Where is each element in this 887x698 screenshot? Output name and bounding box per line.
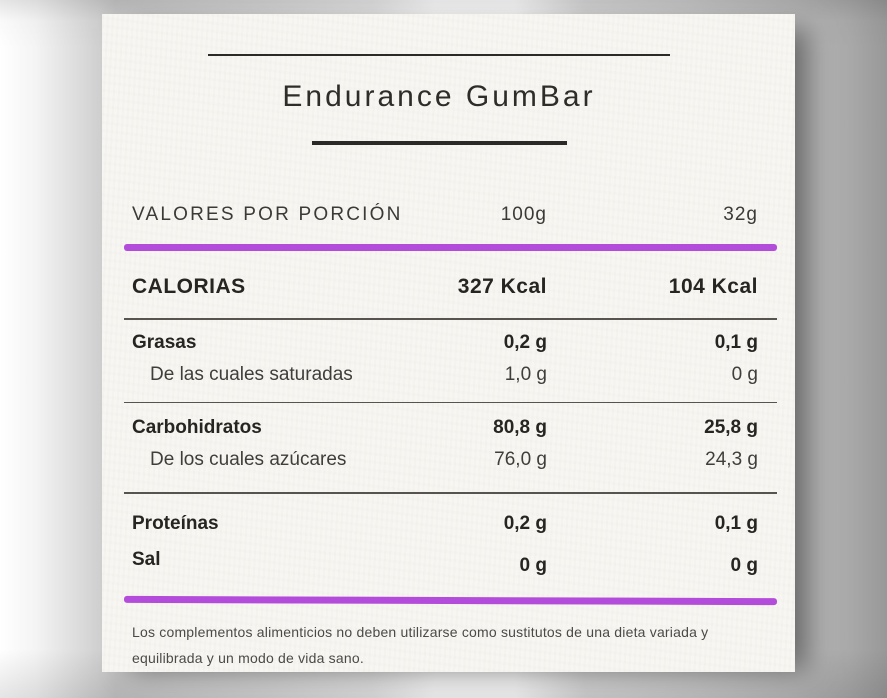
title-block: Endurance GumBar (208, 54, 670, 145)
value-32g: 0,1 g (714, 331, 758, 353)
accent-rule-top (124, 244, 777, 251)
value-100g: 1,0 g (504, 363, 547, 385)
value-100g: 76,0 g (494, 449, 547, 470)
column-header-100g: 100g (500, 204, 547, 225)
value-100g: 0,2 g (503, 331, 547, 353)
row-fat: Grasas 0,2 g 0,1 g (124, 329, 777, 357)
value-32g: 104 Kcal (668, 275, 758, 298)
table-header-row: VALORES POR PORCIÓN 100g 32g (124, 201, 777, 229)
row-protein: Proteínas 0,2 g 0,1 g (124, 510, 777, 538)
value-32g: 0,1 g (714, 512, 758, 534)
row-carbohydrates: Carbohidratos 80,8 g 25,8 g (124, 414, 777, 442)
section-divider (124, 401, 777, 403)
value-100g: 0 g (519, 554, 547, 576)
disclaimer-text: Los complementos alimenticios no deben u… (132, 623, 709, 666)
product-title: Endurance GumBar (282, 80, 596, 113)
value-32g: 25,8 g (704, 417, 758, 438)
value-32g: 0 g (730, 554, 758, 576)
row-calories: CALORIAS 327 Kcal 104 Kcal (124, 273, 777, 301)
column-header-32g: 32g (723, 204, 758, 225)
row-label: De los cuales azúcares (150, 449, 347, 470)
value-100g: 0,2 g (503, 512, 547, 534)
value-32g: 0 g (731, 363, 758, 385)
section-divider (124, 318, 777, 320)
row-label: Sal (132, 548, 161, 570)
row-label: De las cuales saturadas (150, 363, 353, 385)
row-saturated-fat: De las cuales saturadas 1,0 g 0 g (124, 361, 777, 389)
value-32g: 24,3 g (705, 449, 758, 470)
row-label: CALORIAS (132, 275, 246, 298)
value-100g: 327 Kcal (457, 275, 547, 298)
row-label: Proteínas (132, 512, 219, 534)
values-per-serving-label: VALORES POR PORCIÓN (132, 204, 403, 225)
row-salt: Sal 0 g 0 g (124, 546, 777, 576)
label-content: Endurance GumBar VALORES POR PORCIÓN 100… (123, 14, 778, 671)
value-100g: 80,8 g (493, 417, 547, 438)
title-top-rule (208, 54, 670, 56)
accent-rule-bottom (123, 595, 778, 605)
title-underline (311, 141, 567, 145)
section-divider (124, 492, 777, 494)
row-sugars: De los cuales azúcares 76,0 g 24,3 g (124, 446, 777, 474)
row-label: Carbohidratos (132, 417, 262, 438)
nutrition-label: Endurance GumBar VALORES POR PORCIÓN 100… (102, 14, 795, 672)
row-label: Grasas (132, 331, 197, 353)
